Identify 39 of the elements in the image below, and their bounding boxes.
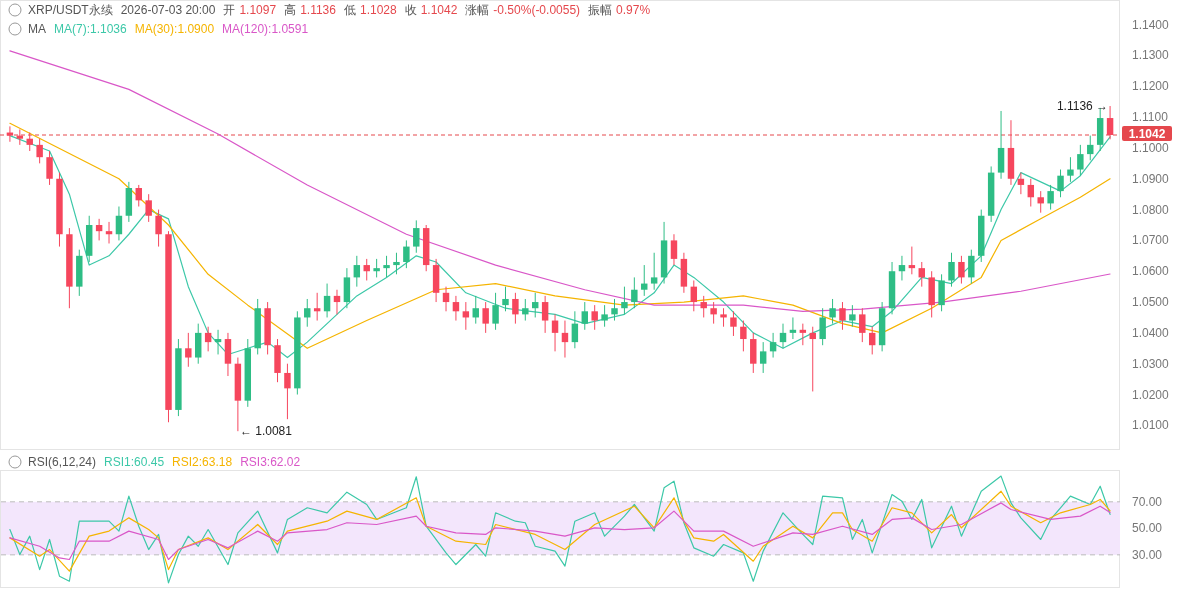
text: RSI1:60.45 xyxy=(104,455,165,469)
text: RSI2:63.18 xyxy=(172,455,233,469)
y-tick-label: 1.0800 xyxy=(1132,202,1170,217)
annotation: 高 1.1136 xyxy=(284,3,337,17)
ref-line-label: 1.1042 xyxy=(1128,127,1166,141)
y-tick-label: 1.0200 xyxy=(1132,387,1170,402)
y-tick-label: 1.1000 xyxy=(1132,140,1170,155)
chart-title: XRP/USDT永续 xyxy=(28,3,113,17)
y-tick-label: 50.00 xyxy=(1132,521,1163,536)
y-tick-label: 1.1300 xyxy=(1132,48,1170,63)
line-series xyxy=(9,475,1111,584)
annotation: 1.1136 → xyxy=(1056,99,1109,114)
y-tick-label: 1.1200 xyxy=(1132,79,1170,94)
y-tick-label: 70.00 xyxy=(1132,494,1163,509)
legend-title: RSI(6,12,24) xyxy=(28,455,97,469)
line-series xyxy=(9,50,1111,312)
y-tick-label: 1.1100 xyxy=(1132,110,1169,125)
y-tick-label: 1.0600 xyxy=(1132,264,1170,279)
annotation: 收 1.1042 xyxy=(404,3,458,17)
y-tick-label: 1.1400 xyxy=(1132,17,1170,32)
y-tick-label: 1.0400 xyxy=(1132,325,1170,340)
annotation: 振幅 0.97% xyxy=(588,3,651,17)
chart-subtitle: 2026-07-03 20:00 xyxy=(120,3,216,17)
y-tick-label: 1.0900 xyxy=(1132,171,1170,186)
annotation: ← 1.0081 xyxy=(239,424,293,439)
text: MA(7):1.1036 xyxy=(54,22,128,36)
annotation: 低 1.1028 xyxy=(343,3,397,17)
text: MA(30):1.0900 xyxy=(134,22,215,36)
annotation: 开 1.1097 xyxy=(223,3,277,17)
y-tick-label: 30.00 xyxy=(1132,547,1163,562)
y-tick-label: 1.0100 xyxy=(1132,418,1170,433)
y-tick-label: 1.0500 xyxy=(1132,295,1170,310)
annotation: 涨幅 -0.50%(-0.0055) xyxy=(465,3,581,17)
y-tick-label: 1.0700 xyxy=(1132,233,1170,248)
legend-title: MA xyxy=(28,22,46,36)
y-tick-label: 1.0300 xyxy=(1132,356,1170,371)
text: MA(120):1.0591 xyxy=(222,22,309,36)
line-series xyxy=(9,490,1111,572)
text: RSI3:62.02 xyxy=(240,455,301,469)
